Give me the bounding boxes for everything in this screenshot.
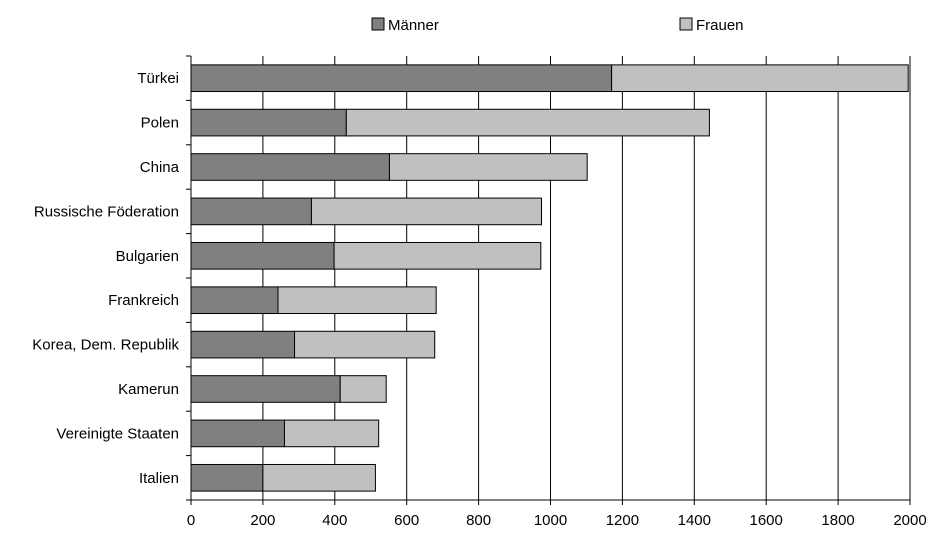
x-tick-label: 1600 [750,512,783,529]
bar-frauen [262,463,376,492]
x-tick-label: 400 [322,512,347,529]
x-tick-label: 1200 [606,512,639,529]
x-tick-label: 800 [466,512,491,529]
category-label: Vereinigte Staaten [56,425,179,442]
category-label: China [140,159,180,176]
category-label: Korea, Dem. Republik [32,337,179,354]
legend-label: Männer [388,17,439,34]
x-tick-label: 1000 [534,512,567,529]
bar-maenner [190,241,335,270]
bar-frauen [611,64,909,93]
category-label: Türkei [137,70,179,87]
bar-frauen [283,419,380,448]
legend-swatch [371,17,385,31]
bar-maenner [190,330,296,359]
legend-swatch [679,17,693,31]
bars [190,64,909,492]
x-tick-label: 200 [250,512,275,529]
x-tick-label: 0 [187,512,195,529]
bar-maenner [190,463,264,492]
category-label: Russische Föderation [34,203,179,220]
category-label: Frankreich [108,292,179,309]
bar-frauen [345,108,710,137]
x-tick-label: 2000 [893,512,926,529]
category-label: Kamerun [118,381,179,398]
x-tick-labels: 0 200 400 600 800 1000 1200 1400 1600 1800 2000 [187,512,927,529]
bar-frauen [388,153,588,181]
x-tick-label: 1800 [821,512,854,529]
axes [186,55,911,505]
bar-frauen [294,330,436,359]
bar-maenner [190,153,390,181]
x-tick-label: 600 [394,512,419,529]
bar-maenner [190,197,312,226]
legend: Männer Frauen [371,17,744,34]
bar-maenner [190,419,285,448]
category-label: Italien [139,470,179,487]
bar-frauen [339,375,387,403]
category-labels: Türkei Polen China Russische Föderation Bulg… [32,70,179,487]
category-label: Bulgarien [116,248,179,265]
bar-maenner [190,108,347,137]
category-label: Polen [141,115,179,132]
bar-frauen [277,286,437,315]
bar-maenner [190,64,613,93]
bar-maenner [190,286,279,315]
legend-label: Frauen [696,17,744,34]
x-tick-label: 1400 [678,512,711,529]
bar-maenner [190,375,341,403]
bar-frauen [333,241,542,270]
bar-frauen [310,197,543,226]
